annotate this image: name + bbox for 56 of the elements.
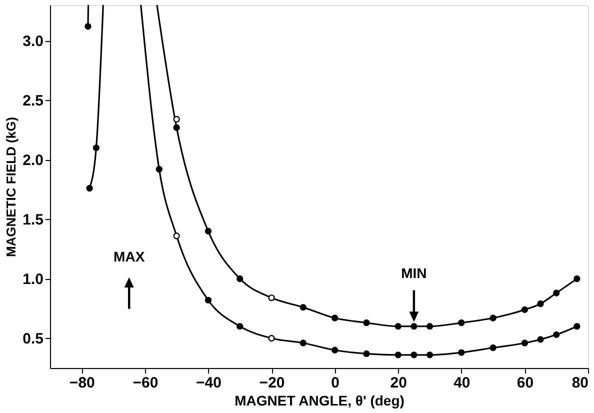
x-tick-label: 60 xyxy=(516,374,534,392)
point xyxy=(521,306,528,314)
x-tick-label: 80 xyxy=(572,374,588,392)
x-tick-label: 0 xyxy=(331,374,340,392)
point xyxy=(236,323,244,330)
x-tick-label: −60 xyxy=(132,374,158,392)
y-tick-label: 0.5 xyxy=(22,330,44,348)
point xyxy=(173,116,180,123)
point xyxy=(363,350,370,358)
x-tick-label: −40 xyxy=(196,374,222,392)
point xyxy=(553,331,560,338)
point xyxy=(458,319,465,326)
point xyxy=(331,346,338,354)
point xyxy=(84,23,92,30)
point xyxy=(236,275,244,282)
point xyxy=(173,232,180,240)
point xyxy=(300,304,307,311)
point xyxy=(426,352,434,358)
point xyxy=(394,323,402,330)
annotation: MAX xyxy=(114,248,146,264)
point xyxy=(394,352,402,358)
point xyxy=(574,323,580,330)
point xyxy=(156,166,163,173)
point xyxy=(490,314,496,322)
y-tick-label: 2.5 xyxy=(22,92,44,110)
point xyxy=(204,296,212,304)
point xyxy=(553,290,560,296)
point xyxy=(363,319,370,326)
point xyxy=(204,228,212,234)
annotation: MIN xyxy=(401,265,427,282)
x-tick-label: 40 xyxy=(454,374,470,392)
point xyxy=(410,352,418,358)
point xyxy=(537,336,544,343)
point xyxy=(86,184,93,192)
x-tick-label: 20 xyxy=(390,374,407,392)
x-tick-label: −80 xyxy=(69,374,95,392)
y-tick-label: 1.0 xyxy=(22,271,44,288)
point xyxy=(268,334,275,342)
y-tick-label: 1.5 xyxy=(22,212,44,229)
point xyxy=(173,124,180,131)
y-axis-title: MAGNETIC FIELD (kG) xyxy=(4,116,19,258)
point xyxy=(268,294,275,302)
point xyxy=(458,349,465,356)
y-tick-label: 2.0 xyxy=(22,152,44,170)
x-axis-title: MAGNET ANGLE, θ' (deg) xyxy=(234,392,404,408)
point xyxy=(300,340,307,346)
point xyxy=(537,300,544,308)
y-tick-label: 3.0 xyxy=(22,33,44,50)
point xyxy=(331,314,338,322)
point xyxy=(426,323,434,330)
x-tick-label: −20 xyxy=(259,374,285,392)
point xyxy=(410,323,418,330)
point xyxy=(92,144,100,152)
point xyxy=(490,344,496,352)
point xyxy=(574,275,580,282)
point xyxy=(521,340,528,346)
